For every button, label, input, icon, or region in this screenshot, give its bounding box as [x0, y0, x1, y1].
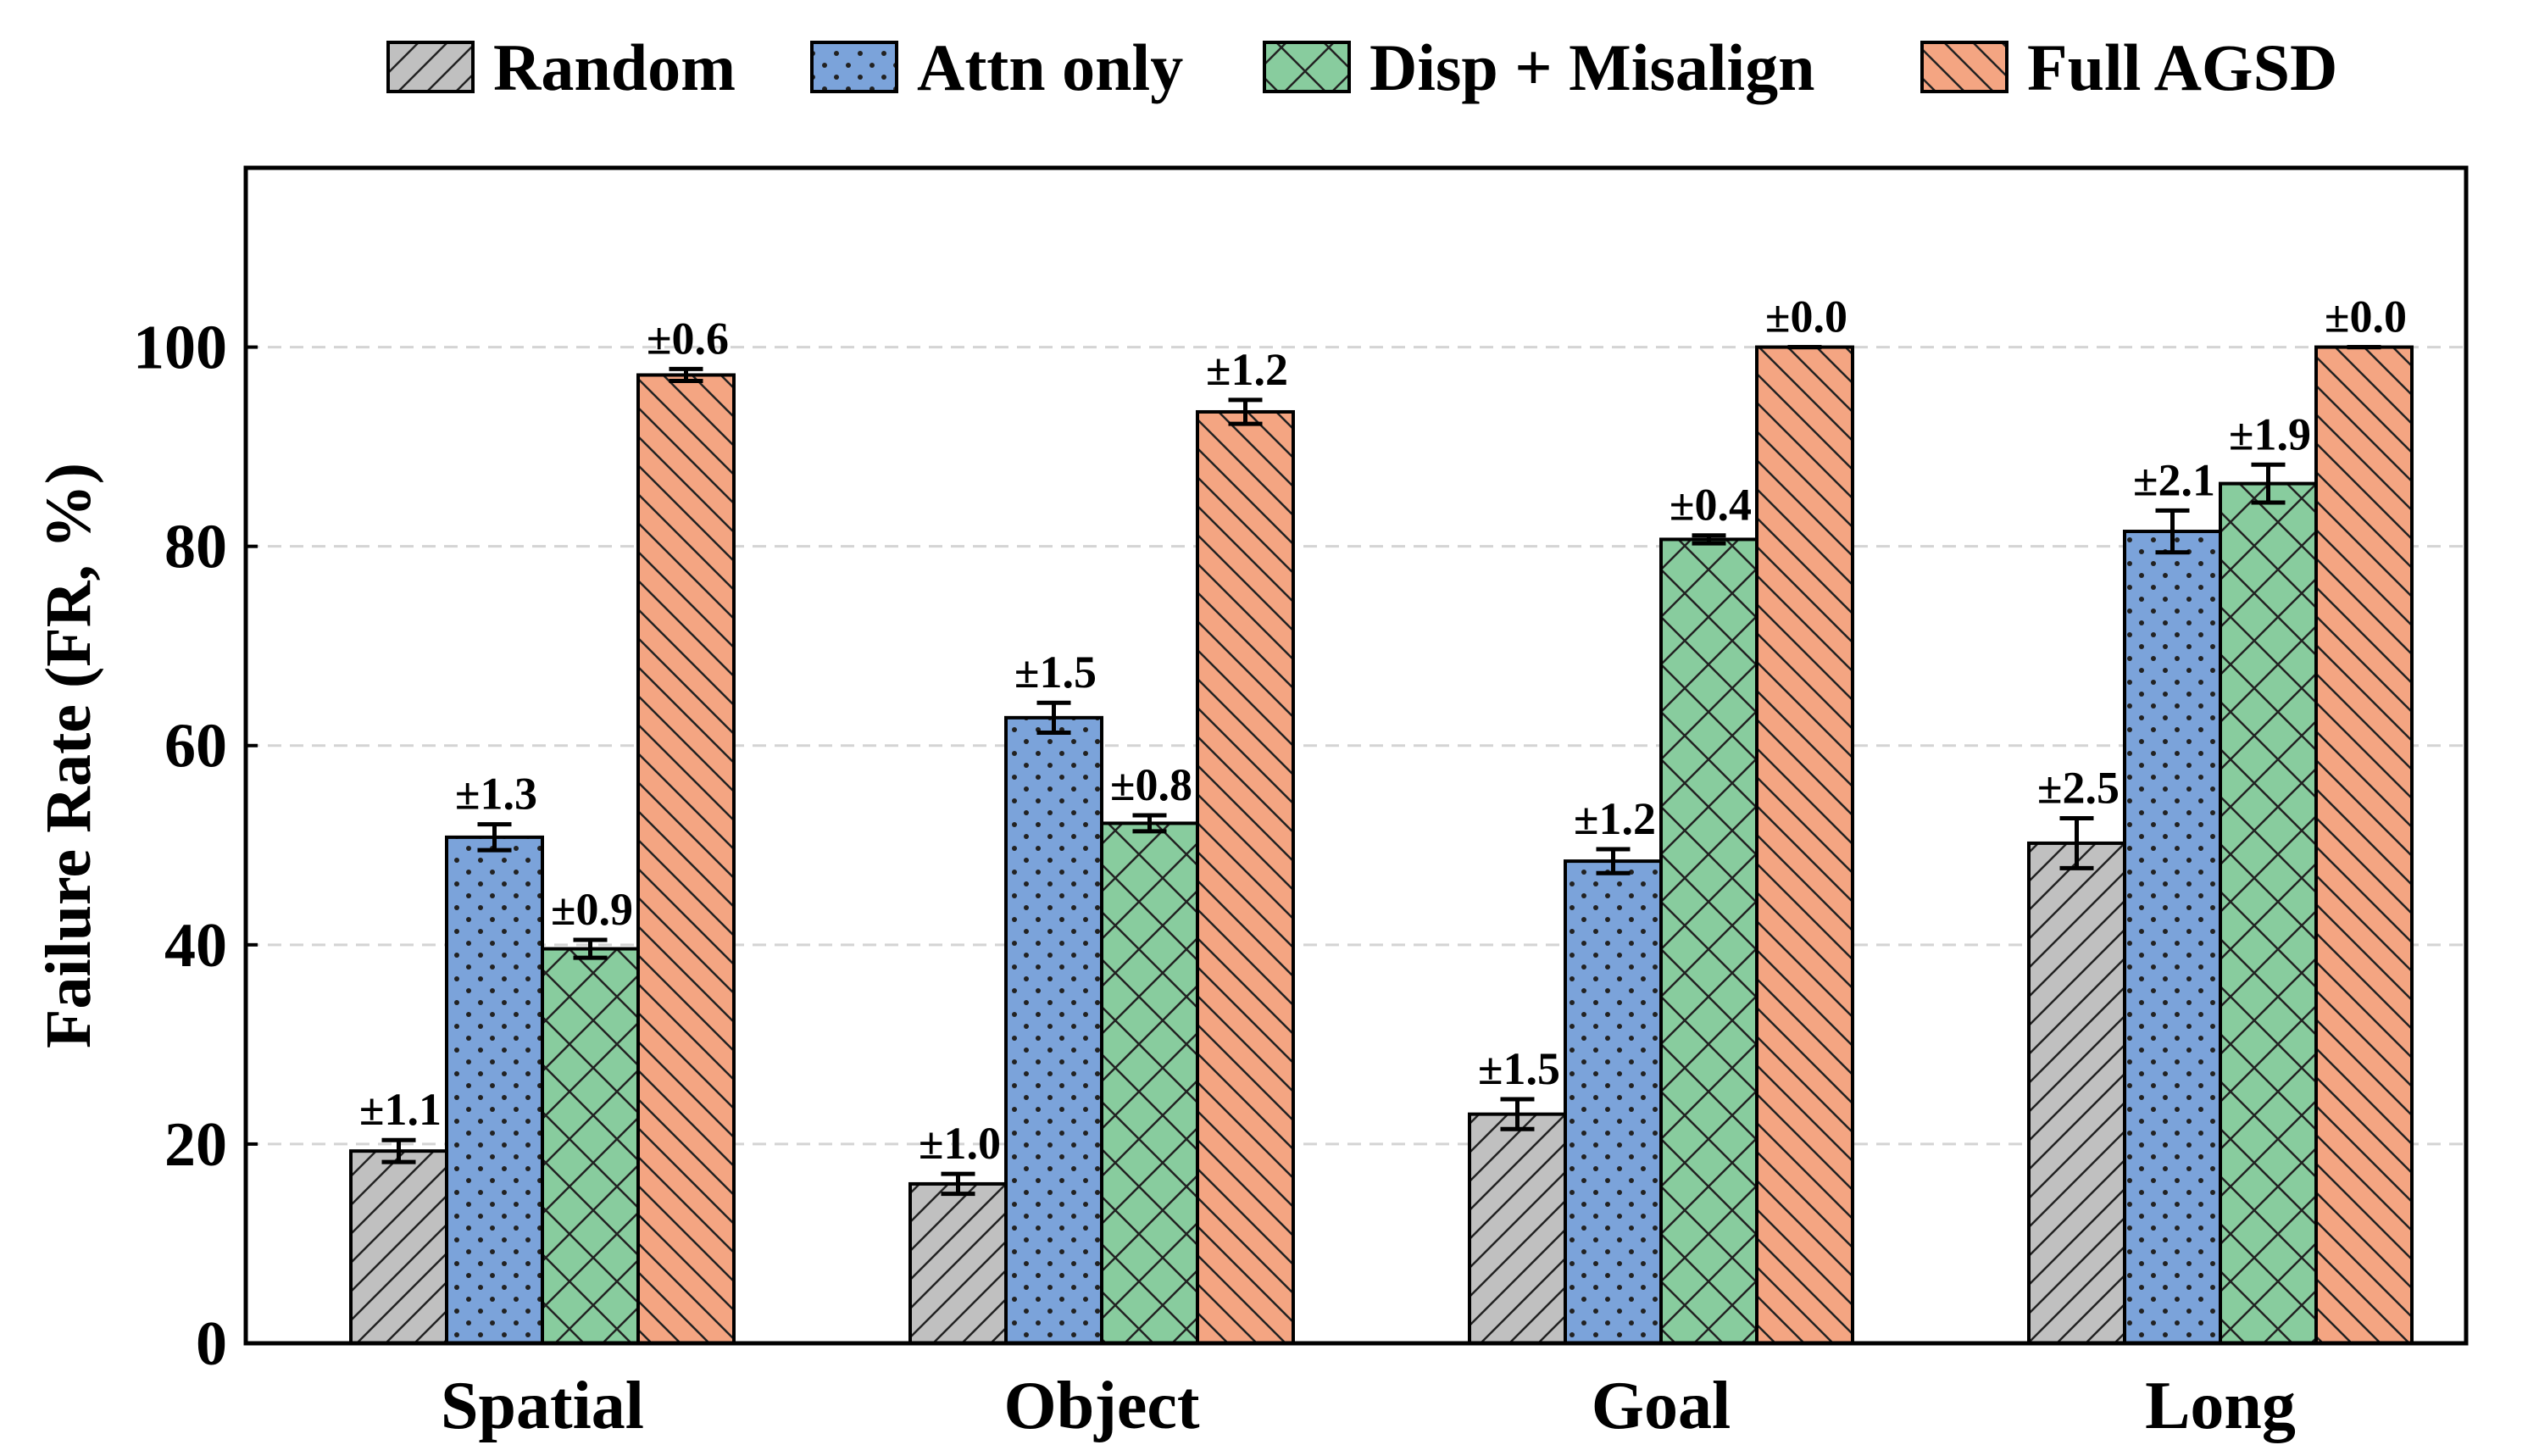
error-label: ±0.8 [1110, 759, 1192, 810]
y-tick-label: 20 [164, 1110, 227, 1180]
bar-hatch [349, 1149, 448, 1345]
x-category-label: Spatial [441, 1369, 644, 1443]
error-label: ±2.5 [2037, 763, 2120, 814]
legend-label: Full AGSD [2027, 31, 2337, 104]
bar-hatch [1659, 537, 1758, 1345]
error-label: ±0.4 [1670, 480, 1752, 531]
bar-hatch [2219, 481, 2318, 1345]
bar-hatch [908, 1181, 1008, 1346]
bar-hatch [541, 947, 640, 1346]
y-tick-label: 100 [133, 314, 227, 383]
bar-hatch [1100, 821, 1199, 1345]
x-category-label: Long [2145, 1369, 2296, 1443]
bar-hatch [2027, 841, 2126, 1345]
plot-frame [243, 165, 2469, 1346]
error-label: ±1.5 [1014, 647, 1097, 697]
error-label: ±1.9 [2229, 408, 2311, 459]
error-label: ±0.0 [2325, 292, 2407, 342]
error-label: ±1.1 [359, 1084, 442, 1135]
legend-label: Random [493, 31, 736, 104]
error-label: ±1.3 [455, 769, 537, 820]
error-bars [381, 345, 2381, 1197]
legend-label: Attn only [917, 31, 1183, 104]
y-tick-label: 0 [196, 1309, 227, 1379]
error-label: ±0.0 [1765, 292, 1847, 342]
bars [349, 345, 2414, 1346]
error-label: ±2.1 [2133, 454, 2215, 505]
bar-hatch [445, 835, 544, 1345]
bar-hatch [636, 373, 736, 1345]
bar-hatch [2314, 345, 2414, 1345]
gridlines [246, 346, 2466, 1146]
y-tick-label: 60 [164, 712, 227, 781]
legend-swatch-hatch [1920, 41, 2008, 93]
legend-label: Disp + Misalign [1370, 31, 1815, 104]
bar-hatch [1564, 859, 1663, 1345]
bar-hatch [2123, 530, 2222, 1345]
error-label: ±1.0 [919, 1118, 1001, 1169]
error-label: ±1.5 [1478, 1043, 1560, 1094]
bar-hatch [1196, 409, 1295, 1346]
bar-hatch [1468, 1112, 1567, 1346]
legend: Random Attn only Disp + Misalign Full AGSD [386, 31, 2337, 104]
y-axis-ticks: 0 20 40 60 80 100 [133, 314, 258, 1379]
legend-swatch-hatch [810, 41, 898, 93]
error-label: ±0.6 [647, 313, 729, 364]
x-axis-category-labels: Spatial Object Goal Long [441, 1331, 2296, 1443]
error-label: ±0.9 [551, 884, 633, 935]
x-category-label: Object [1003, 1369, 1199, 1443]
x-category-label: Goal [1592, 1369, 1731, 1443]
bar-hatch [1755, 345, 1854, 1345]
y-tick-label: 40 [164, 911, 227, 981]
legend-swatch-hatch [1263, 41, 1351, 93]
legend-swatch-hatch [386, 41, 475, 93]
y-tick-label: 80 [164, 513, 227, 582]
error-label: ±1.2 [1574, 793, 1656, 844]
bar-hatch [1004, 715, 1103, 1345]
y-axis-title: Failure Rate (FR, %) [33, 463, 104, 1048]
error-labels: ±1.1 ±1.3 ±0.9 ±0.6 ±1.0 ±1.5 ±0.8 ±1.2 ±1.5 ±1.2… [359, 292, 2407, 1170]
error-label: ±1.2 [1206, 344, 1288, 395]
